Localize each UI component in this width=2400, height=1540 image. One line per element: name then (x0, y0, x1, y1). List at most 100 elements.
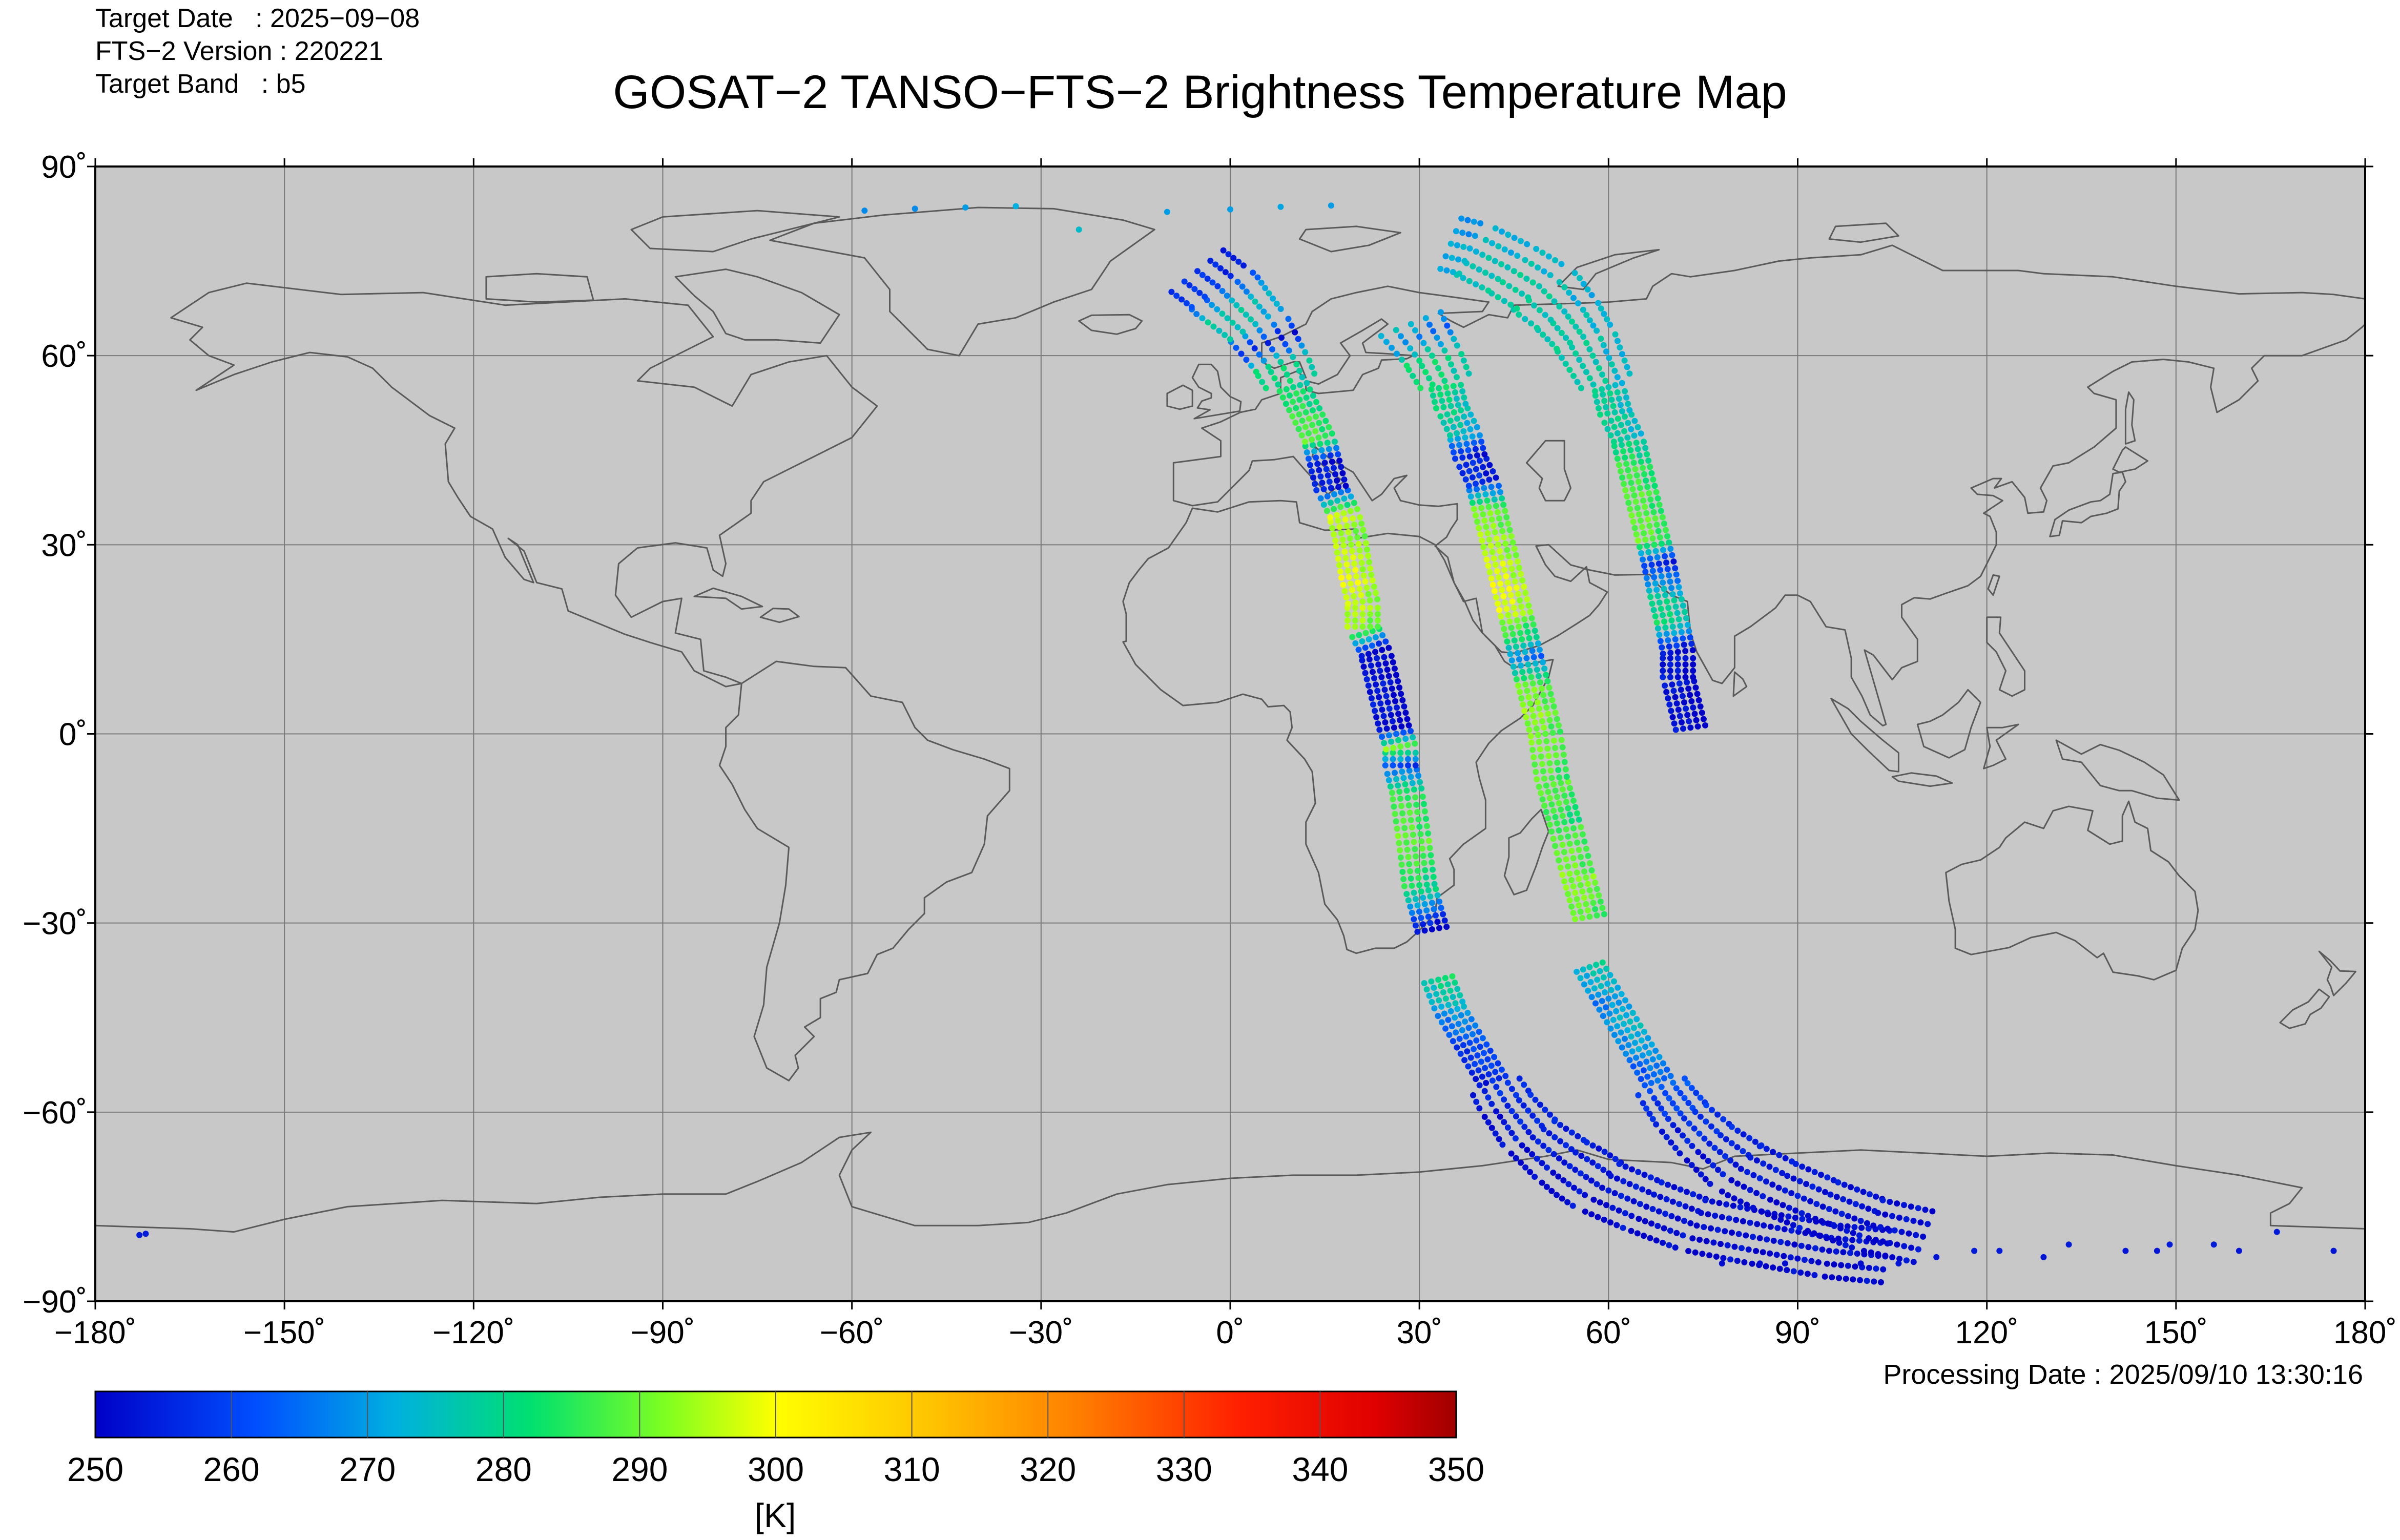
bt-footprint (1645, 581, 1651, 588)
bt-footprint (1658, 540, 1665, 547)
baffin-outline (674, 268, 840, 344)
bt-footprint (1641, 471, 1647, 477)
bt-footprint (1712, 1213, 1719, 1219)
bt-footprint (1599, 997, 1605, 1004)
bt-footprint (1514, 305, 1520, 312)
bt-footprint (1491, 1054, 1498, 1060)
bt-footprint (1592, 880, 1599, 886)
bt-footprint (1568, 903, 1575, 910)
bt-footprint (1341, 588, 1348, 594)
bt-footprint (1450, 269, 1456, 275)
bt-footprint (1378, 332, 1384, 339)
bt-footprint (1591, 985, 1598, 992)
bt-footprint (1667, 611, 1673, 617)
bt-footprint (1429, 859, 1435, 866)
bt-footprint (1668, 585, 1675, 591)
bt-footprint (1543, 672, 1549, 678)
bt-footprint (1617, 344, 1623, 351)
bt-footprint (1392, 769, 1398, 776)
bt-footprint (1319, 480, 1326, 486)
bt-footprint (1425, 887, 1432, 893)
bt-footprint (1227, 336, 1233, 343)
bt-footprint (1464, 217, 1471, 223)
bt-footprint (1557, 1138, 1564, 1144)
bt-footprint (1282, 401, 1289, 407)
bt-footprint (1658, 1105, 1665, 1112)
bt-footprint (1857, 1218, 1864, 1224)
bt-footprint (1497, 489, 1503, 495)
bt-footprint (1671, 630, 1678, 636)
bt-footprint (1581, 894, 1587, 901)
bt-footprint (1396, 788, 1403, 795)
x-tick-label: −150˚ (243, 1315, 325, 1350)
bt-footprint (1660, 547, 1666, 553)
bt-footprint (1692, 1109, 1699, 1115)
bt-footprint (1528, 260, 1535, 267)
bt-footprint (1522, 316, 1528, 322)
bt-footprint (1552, 257, 1559, 263)
bt-footprint (1548, 801, 1555, 808)
bt-footprint (1608, 418, 1615, 424)
bt-footprint (1506, 618, 1513, 625)
bt-footprint (1515, 591, 1521, 597)
bt-footprint (1672, 1144, 1679, 1151)
bt-footprint (1880, 1266, 1887, 1273)
bt-footprint (1675, 584, 1682, 590)
bt-footprint (1565, 779, 1571, 785)
bt-footprint (1437, 341, 1444, 347)
bt-footprint (1412, 327, 1418, 334)
bt-footprint (1971, 1247, 1978, 1254)
bt-footprint (1337, 568, 1343, 575)
bt-footprint (1724, 1242, 1731, 1248)
bt-footprint (1578, 824, 1584, 830)
bt-footprint (1319, 411, 1326, 418)
java-outline (1891, 772, 1953, 787)
bt-footprint (1550, 781, 1557, 787)
bt-footprint (1499, 528, 1506, 534)
colorbar-tick-label: 260 (203, 1450, 260, 1488)
bt-footprint (1409, 780, 1416, 786)
bt-footprint (1644, 543, 1650, 549)
bt-footprint (1847, 1250, 1853, 1256)
bt-footprint (1234, 279, 1241, 285)
bt-footprint (1438, 371, 1445, 378)
bt-footprint (1663, 631, 1670, 637)
bt-footprint (1529, 1151, 1536, 1157)
bt-footprint (1690, 668, 1696, 674)
bt-footprint (1492, 258, 1498, 264)
bt-footprint (1920, 1233, 1927, 1240)
bt-footprint (1479, 284, 1485, 290)
bt-footprint (1515, 650, 1521, 656)
bt-footprint (1796, 1224, 1803, 1231)
bt-footprint (1541, 665, 1548, 672)
bt-footprint (1782, 1155, 1789, 1161)
bt-footprint (1496, 483, 1502, 489)
bt-footprint (1612, 331, 1619, 338)
bt-footprint (1676, 1201, 1683, 1208)
bt-footprint (1607, 321, 1613, 328)
bt-footprint (1290, 399, 1296, 405)
bt-footprint (1528, 674, 1535, 680)
bt-footprint (1413, 379, 1420, 385)
bt-footprint (1682, 1075, 1688, 1082)
colorbar-tick-label: 290 (611, 1450, 668, 1488)
bt-footprint (1471, 218, 1477, 225)
bt-footprint (1416, 908, 1422, 915)
bt-footprint (1310, 442, 1316, 448)
bt-footprint (1710, 1239, 1717, 1246)
bt-footprint (1284, 371, 1290, 378)
bt-footprint (1597, 898, 1604, 905)
bt-footprint (1528, 320, 1535, 327)
bt-footprint (1517, 689, 1523, 695)
bt-footprint (1695, 697, 1702, 703)
south-america-outline (718, 660, 1010, 1081)
bt-footprint (1603, 966, 1610, 972)
bt-footprint (1381, 740, 1388, 746)
bt-footprint (1452, 389, 1458, 396)
bt-footprint (1537, 1101, 1543, 1108)
bt-footprint (1253, 368, 1259, 375)
bt-footprint (1551, 1118, 1558, 1125)
bt-footprint (1521, 616, 1528, 622)
bt-footprint (1478, 439, 1485, 445)
bt-footprint (1811, 1169, 1818, 1175)
